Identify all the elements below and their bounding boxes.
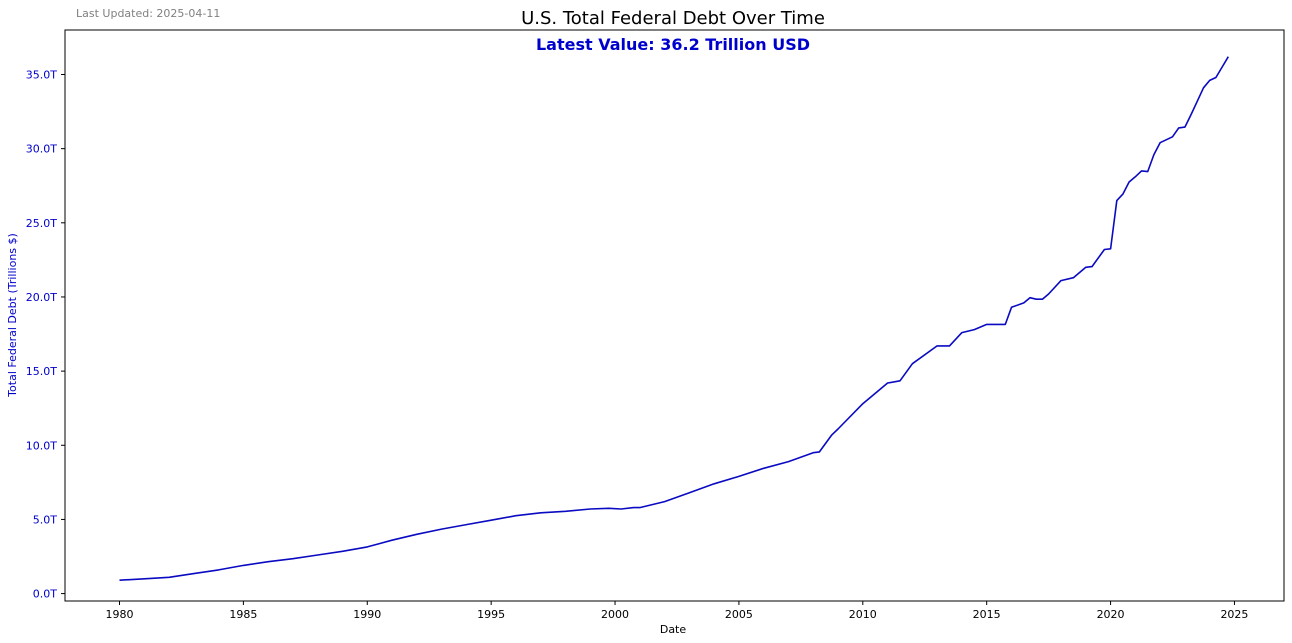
x-tick-label: 1985 — [229, 608, 257, 621]
x-tick-label: 2020 — [1097, 608, 1125, 621]
x-tick-label: 2010 — [849, 608, 877, 621]
y-tick-label: 5.0T — [33, 513, 57, 526]
y-tick-label: 35.0T — [26, 68, 57, 81]
latest-value-annotation: Latest Value: 36.2 Trillion USD — [536, 35, 810, 54]
x-tick-label: 2005 — [725, 608, 753, 621]
x-tick-label: 2015 — [973, 608, 1001, 621]
chart-title: U.S. Total Federal Debt Over Time — [521, 8, 825, 29]
y-tick-label: 20.0T — [26, 291, 57, 304]
x-tick-label: 2000 — [601, 608, 629, 621]
y-axis-label: Total Federal Debt (Trillions $) — [6, 233, 19, 398]
y-axis: 0.0T 5.0T 10.0T 15.0T 20.0T 25.0T 30.0T 35.0T — [26, 68, 65, 601]
y-tick-label: 30.0T — [26, 143, 57, 156]
x-tick-label: 1990 — [353, 608, 381, 621]
y-tick-label: 25.0T — [26, 217, 57, 230]
x-axis: 1980 1985 1990 1995 2000 2005 2010 2015 2020 2025 — [106, 601, 1248, 621]
y-tick-label: 15.0T — [26, 365, 57, 378]
last-updated-label: Last Updated: 2025-04-11 — [76, 7, 220, 20]
y-tick-label: 10.0T — [26, 439, 57, 452]
x-tick-label: 1980 — [106, 608, 134, 621]
x-tick-label: 1995 — [477, 608, 505, 621]
debt-series-line — [119, 56, 1229, 581]
x-axis-label: Date — [660, 623, 687, 636]
y-tick-label: 0.0T — [33, 588, 57, 601]
x-tick-label: 2025 — [1220, 608, 1248, 621]
plot-area — [64, 29, 1285, 602]
